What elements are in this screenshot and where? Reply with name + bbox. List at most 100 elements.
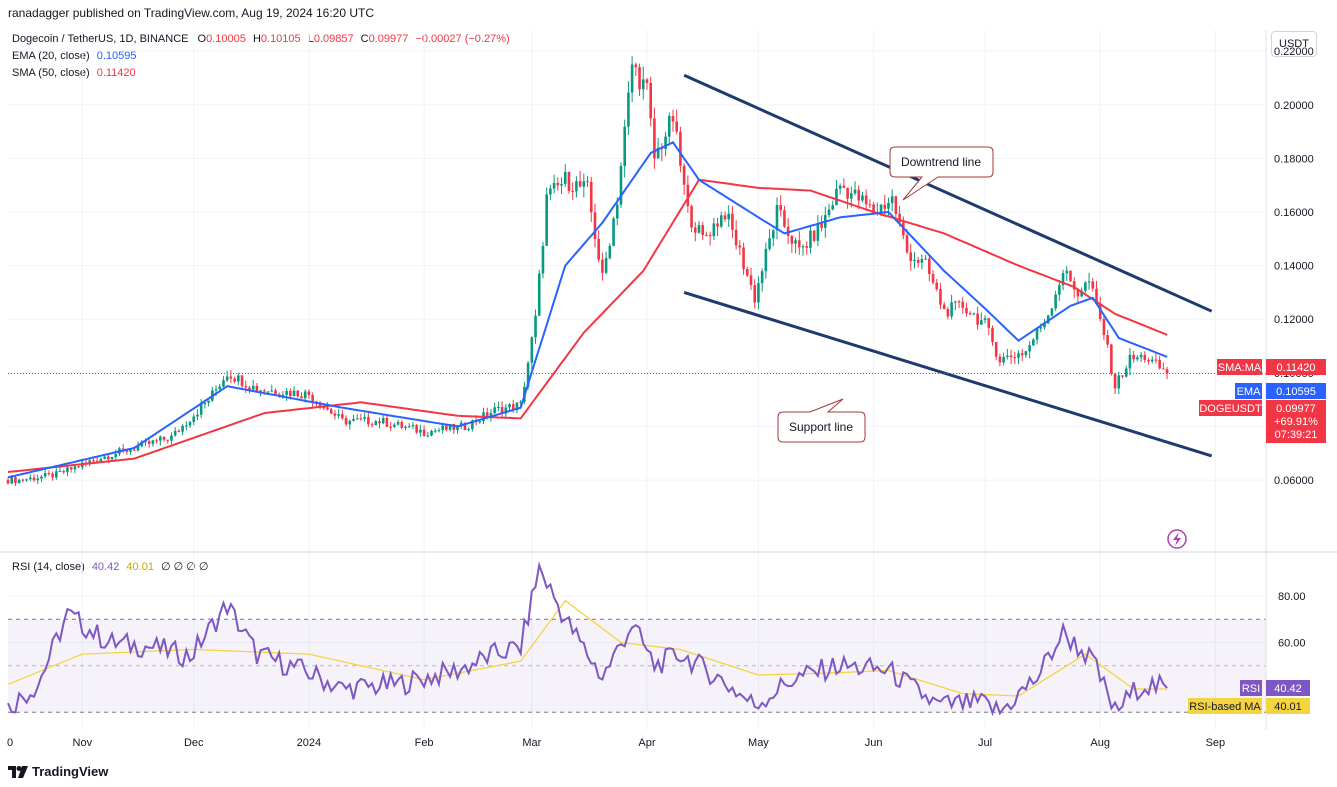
candle-body — [270, 390, 274, 392]
candle-body — [1087, 281, 1091, 283]
candle-body — [1050, 308, 1054, 316]
candle-body — [812, 230, 816, 241]
candle-body — [560, 183, 563, 186]
close-value: 0.09977 — [368, 33, 409, 45]
support-line[interactable] — [683, 290, 1213, 458]
candle-body — [820, 223, 823, 228]
candle-body — [196, 414, 199, 417]
candle-body — [240, 375, 244, 387]
symbol-name[interactable]: Dogecoin / TetherUS, 1D, BINANCE — [12, 33, 189, 45]
candle-body — [147, 441, 151, 444]
y-tick-label: 0.22000 — [1274, 46, 1314, 58]
candle-body — [359, 418, 363, 420]
high-label: H — [252, 33, 261, 45]
candle-body — [199, 404, 203, 415]
sma-legend-label: SMA (50, close) — [12, 67, 90, 79]
ema-legend-value: 0.10595 — [96, 50, 137, 62]
candle-body — [400, 422, 404, 428]
sma-legend[interactable]: SMA (50, close) 0.11420 — [12, 67, 136, 79]
candle-body — [54, 471, 58, 478]
open-value: 0.10005 — [206, 33, 246, 45]
candle-body — [797, 240, 801, 248]
candle-body — [110, 456, 114, 460]
candle-body — [25, 479, 28, 481]
candle-body — [95, 460, 99, 462]
candle-body — [303, 391, 307, 399]
sma-badge-value-bg — [1266, 359, 1326, 375]
candle-body — [47, 473, 51, 475]
candle-body — [909, 252, 913, 262]
price-badge-value-bg — [1266, 400, 1326, 443]
candle-body — [21, 479, 25, 481]
rsi-legend[interactable]: RSI (14, close) 40.42 40.01 ∅ ∅ ∅ ∅ — [12, 560, 209, 573]
rsi-legend-label: RSI (14, close) — [12, 561, 85, 573]
tradingview-logo[interactable]: TradingView — [8, 764, 108, 779]
candle-body — [701, 225, 705, 236]
candle-body — [697, 225, 701, 233]
x-tick-label: Dec — [184, 737, 204, 749]
candle-body — [237, 375, 240, 382]
ema-legend[interactable]: EMA (20, close) 0.10595 — [12, 50, 136, 62]
candle-body — [155, 440, 158, 442]
currency-button[interactable]: USDT — [1271, 31, 1317, 57]
candle-body — [381, 418, 385, 424]
candle-body — [879, 204, 883, 213]
candle-body — [682, 165, 686, 185]
candle-body — [1150, 359, 1154, 362]
candle-body — [965, 307, 968, 314]
candle-body — [292, 390, 296, 396]
candle-body — [1006, 355, 1009, 357]
rsi-badge-name: RSI — [1242, 683, 1260, 695]
candle-body — [604, 258, 608, 273]
candle-body — [1128, 354, 1132, 369]
candle-body — [890, 196, 894, 203]
price-badge-name: DOGEUSDT — [1199, 403, 1262, 415]
candle-body — [972, 313, 976, 315]
candle-body — [794, 240, 797, 244]
candle-body — [456, 425, 459, 430]
close-label: C — [360, 33, 369, 45]
candle-body — [426, 435, 430, 437]
candle-body — [437, 430, 441, 432]
candle-body — [690, 206, 693, 228]
candle-body — [463, 422, 467, 431]
candle-body — [850, 193, 853, 199]
downtrend-annotation[interactable]: Downtrend line — [889, 146, 994, 201]
candle-body — [645, 79, 649, 84]
candle-body — [675, 121, 678, 132]
candle-body — [1110, 344, 1113, 374]
candle-body — [582, 181, 586, 187]
support-annotation[interactable]: Support line — [777, 398, 866, 443]
sma-badge-name-bg — [1217, 359, 1262, 375]
candle-body — [831, 205, 835, 210]
candle-body — [407, 426, 411, 428]
candle-body — [853, 189, 857, 194]
candle-body — [894, 196, 898, 214]
rsi-badge-value: 40.42 — [1274, 683, 1302, 695]
candle-body — [608, 245, 612, 259]
low-value: 0.09857 — [313, 33, 354, 45]
tradingview-icon — [8, 765, 28, 778]
candle-body — [526, 362, 530, 387]
candle-body — [667, 115, 671, 137]
candle-body — [173, 430, 177, 436]
candle-body — [913, 259, 916, 262]
candle-body — [942, 304, 946, 310]
candle-body — [578, 181, 582, 187]
x-tick-label: Mar — [522, 737, 541, 749]
lightning-icon[interactable] — [1167, 529, 1187, 549]
candle-body — [731, 213, 734, 230]
candle-body — [991, 327, 994, 343]
rsi-legend-value: 40.42 — [91, 561, 120, 573]
candle-body — [259, 390, 262, 392]
candle-body — [396, 422, 400, 425]
publisher-header: ranadagger published on TradingView.com,… — [8, 6, 375, 20]
downtrend-line[interactable] — [683, 73, 1213, 313]
candle-body — [159, 436, 162, 441]
y-tick-label: 0.16000 — [1274, 207, 1314, 219]
ema-badge-value: 0.10595 — [1276, 386, 1316, 398]
candle-body — [1020, 353, 1024, 356]
downtrend-label: Downtrend line — [901, 155, 981, 169]
price-badge: DOGEUSDT 0.09977 +69.91% 07:39:21 — [1199, 400, 1326, 443]
